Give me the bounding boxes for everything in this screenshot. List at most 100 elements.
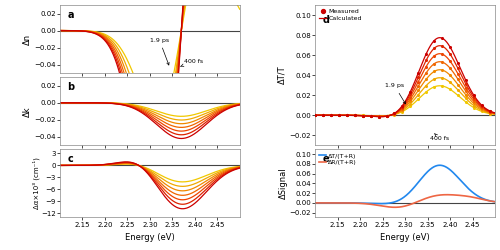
Point xyxy=(446,66,454,70)
X-axis label: Energy (eV): Energy (eV) xyxy=(125,233,175,242)
Point xyxy=(311,113,319,117)
Point xyxy=(382,114,390,118)
Point xyxy=(478,104,486,108)
Point xyxy=(398,110,406,114)
Point xyxy=(319,113,327,117)
Point xyxy=(327,113,335,117)
Y-axis label: ΔT/T: ΔT/T xyxy=(278,66,287,84)
Point xyxy=(327,113,335,117)
Point xyxy=(343,113,351,117)
Point xyxy=(462,96,470,100)
Point xyxy=(335,113,343,117)
Point xyxy=(406,90,414,94)
Point xyxy=(438,76,446,80)
Point xyxy=(462,89,470,93)
Point xyxy=(390,111,398,115)
Point xyxy=(390,112,398,116)
Point xyxy=(390,112,398,116)
Point xyxy=(422,58,430,62)
Point xyxy=(446,52,454,56)
Point xyxy=(351,113,359,117)
Point xyxy=(327,113,335,117)
Point xyxy=(438,52,446,56)
Point xyxy=(486,111,494,115)
Point xyxy=(390,112,398,116)
Point xyxy=(470,102,478,105)
Point xyxy=(454,93,462,97)
Point xyxy=(359,114,367,118)
Point xyxy=(374,114,382,118)
Point xyxy=(430,62,438,66)
Point xyxy=(438,68,446,72)
Point xyxy=(382,114,390,118)
Point xyxy=(470,100,478,103)
Point xyxy=(374,114,382,118)
Point xyxy=(374,114,382,118)
Point xyxy=(446,73,454,77)
Point xyxy=(374,114,382,118)
Text: e: e xyxy=(322,154,329,164)
Point xyxy=(398,104,406,108)
Point xyxy=(351,114,359,117)
Point xyxy=(335,113,343,117)
Point xyxy=(366,114,374,118)
Point xyxy=(398,106,406,110)
Point xyxy=(406,92,414,96)
Point xyxy=(327,113,335,117)
Point xyxy=(454,61,462,65)
Point xyxy=(335,113,343,117)
Point xyxy=(359,114,367,117)
X-axis label: Energy (eV): Energy (eV) xyxy=(380,233,430,242)
Point xyxy=(335,113,343,117)
Text: b: b xyxy=(67,82,74,92)
Point xyxy=(454,88,462,92)
Point xyxy=(311,113,319,117)
Point xyxy=(486,111,494,115)
Point xyxy=(359,114,367,117)
Point xyxy=(414,84,422,88)
Point xyxy=(311,113,319,117)
Point xyxy=(359,114,367,118)
Point xyxy=(422,90,430,94)
Point xyxy=(366,114,374,118)
Point xyxy=(390,112,398,116)
Point xyxy=(366,114,374,118)
Point xyxy=(478,110,486,114)
Point xyxy=(343,113,351,117)
Point xyxy=(422,84,430,87)
Point xyxy=(414,71,422,75)
Point xyxy=(406,100,414,103)
Point xyxy=(382,114,390,118)
Point xyxy=(327,113,335,117)
Point xyxy=(406,97,414,101)
Point xyxy=(374,115,382,119)
Point xyxy=(406,102,414,106)
Point xyxy=(438,44,446,48)
Point xyxy=(359,114,367,117)
Text: 400 fs: 400 fs xyxy=(181,59,203,66)
Point xyxy=(327,113,335,117)
Text: 1.9 ps: 1.9 ps xyxy=(385,83,406,104)
Point xyxy=(422,71,430,75)
Point xyxy=(430,85,438,89)
Text: a: a xyxy=(67,10,73,20)
Point xyxy=(470,97,478,101)
Point xyxy=(430,46,438,50)
Legend: ΔT/(T+R), ΔR/(T+R): ΔT/(T+R), ΔR/(T+R) xyxy=(318,152,358,166)
Point xyxy=(335,113,343,117)
Point xyxy=(454,66,462,70)
Point xyxy=(406,94,414,98)
Point xyxy=(319,113,327,117)
Point xyxy=(414,97,422,101)
Point xyxy=(351,113,359,117)
Point xyxy=(454,77,462,81)
Point xyxy=(382,114,390,118)
Point xyxy=(398,108,406,112)
Point xyxy=(374,114,382,118)
Text: 400 fs: 400 fs xyxy=(430,134,449,141)
Point xyxy=(478,107,486,111)
Point xyxy=(343,113,351,117)
Point xyxy=(430,54,438,58)
Text: c: c xyxy=(67,154,73,164)
Point xyxy=(454,72,462,76)
